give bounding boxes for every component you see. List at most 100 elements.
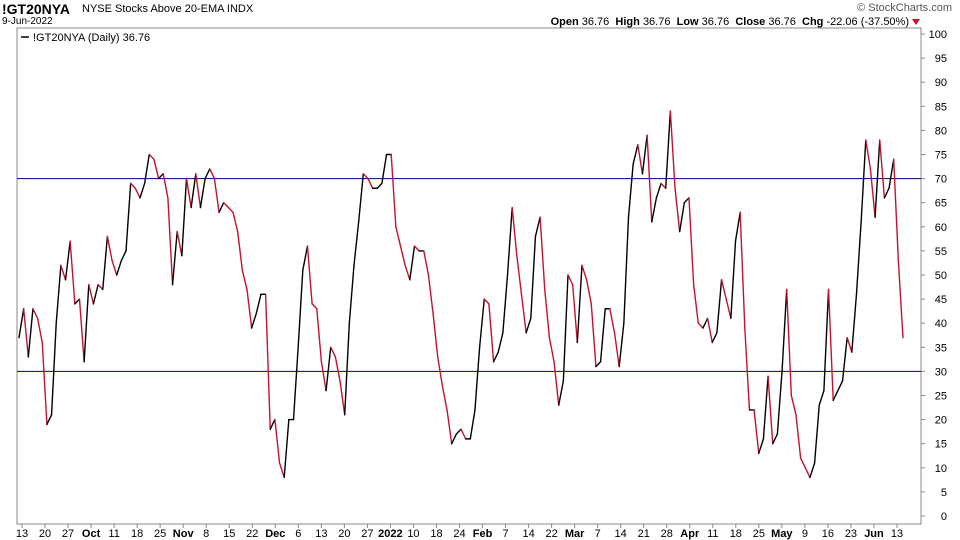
x-tick-label: 9 (802, 528, 808, 540)
series-segment (60, 264, 67, 281)
series-segment (116, 259, 123, 276)
series-segment (478, 298, 485, 348)
series-segment (330, 346, 337, 358)
series-segment (50, 322, 57, 416)
series-segment (776, 370, 783, 435)
series-segment (134, 187, 141, 199)
series-segment (413, 245, 420, 252)
x-tick-label: 2022 (378, 528, 402, 540)
series-segment (502, 274, 509, 334)
y-tick-label: 0 (941, 511, 947, 523)
series-segment (492, 351, 499, 363)
series-segment (632, 144, 639, 165)
series-segment (316, 308, 323, 363)
y-tick-label: 50 (935, 270, 947, 282)
series-segment (450, 433, 458, 445)
series-segment (730, 240, 737, 320)
series-segment (548, 336, 555, 363)
series-segment (148, 153, 155, 161)
series-segment (609, 308, 616, 334)
series-segment (460, 428, 467, 440)
series-segment (246, 288, 253, 329)
series-segment (22, 308, 30, 358)
x-tick-label: 22 (545, 528, 557, 540)
stockcharts-watermark: © StockCharts.com (857, 2, 952, 14)
series-segment (339, 380, 346, 416)
series-segment (469, 409, 476, 440)
series-segment (162, 173, 169, 199)
series-segment (623, 216, 630, 324)
chg-label: Chg (802, 16, 824, 28)
series-segment (860, 139, 867, 223)
series-segment (83, 283, 90, 363)
series-segment (590, 303, 597, 368)
x-tick-label: 7 (502, 528, 508, 540)
down-triangle-icon (912, 19, 920, 26)
series-segment (423, 250, 430, 276)
series-segment (879, 139, 886, 199)
x-tick-label: 21 (638, 528, 650, 540)
series-segment (18, 308, 25, 339)
y-tick-label: 20 (935, 415, 947, 427)
series-segment (376, 182, 383, 189)
x-tick-label: Apr (680, 528, 700, 540)
y-tick-label: 40 (935, 318, 947, 330)
y-tick-label: 80 (935, 125, 947, 137)
series-segment (399, 245, 406, 267)
series-segment (841, 336, 848, 382)
close-value: 36.76 (768, 16, 796, 28)
ohlc-readout: Open 36.76 High 36.76 Low 36.76 Close 36… (551, 16, 920, 28)
y-tick-label: 45 (935, 294, 947, 306)
y-tick-label: 55 (935, 246, 947, 258)
description-text: NYSE Stocks Above 20-EMA (82, 3, 224, 15)
series-segment (818, 389, 825, 406)
series-segment (655, 182, 662, 199)
series-segment (618, 322, 625, 368)
x-tick-label: 16 (822, 528, 834, 540)
series-segment (539, 216, 546, 291)
series-segment (525, 317, 532, 334)
series-segment (97, 283, 104, 291)
series-segment (809, 462, 816, 479)
series-segment (357, 173, 364, 223)
x-tick-label: 6 (295, 528, 301, 540)
series-segment (46, 414, 53, 426)
series-segment (129, 182, 137, 189)
series-segment (204, 168, 211, 180)
chg-value: -22.06 (-37.50%) (826, 16, 909, 28)
low-label: Low (676, 16, 699, 28)
series-segment (390, 153, 397, 228)
symbol-description: NYSE Stocks Above 20-EMA INDX (82, 3, 253, 15)
series-segment (874, 139, 881, 218)
series-segment (613, 332, 620, 368)
series-segment (102, 235, 109, 291)
series-segment (865, 139, 872, 170)
high-value: 36.76 (642, 16, 671, 28)
series-segment (250, 312, 257, 329)
series-segment (176, 230, 183, 257)
series-segment (343, 322, 351, 416)
x-tick-label: 28 (661, 528, 673, 540)
x-tick-label: 24 (453, 528, 465, 540)
series-segment (832, 389, 839, 402)
high-label: High (615, 16, 640, 28)
series-segment (665, 110, 672, 189)
series-segment (571, 283, 579, 344)
series-segment (404, 264, 411, 281)
series-segment (576, 264, 583, 344)
series-segment (353, 221, 360, 267)
series-segment (678, 201, 686, 233)
y-tick-label: 25 (935, 391, 947, 403)
x-tick-label: 25 (753, 528, 765, 540)
series-segment (562, 274, 569, 382)
series-segment (255, 293, 262, 315)
series-segment (651, 197, 658, 223)
y-tick-label: 95 (935, 53, 947, 65)
series-segment (837, 380, 844, 392)
series-segment (92, 283, 99, 305)
series-segment (88, 283, 95, 305)
series-segment (497, 332, 504, 353)
x-tick-label: 22 (246, 528, 258, 540)
series-segment (437, 356, 444, 387)
x-tick-label: Mar (565, 528, 585, 540)
